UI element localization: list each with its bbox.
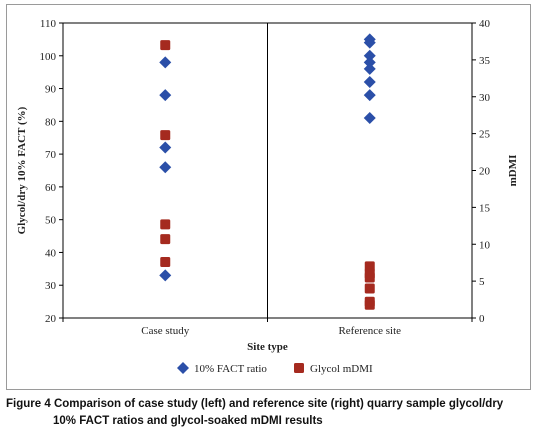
axes: 20 30 40 50 60 70 80 90 100 110 0 5 10 15 20 25 30 35 40 Ca… <box>16 18 519 353</box>
fact-ratio-point <box>363 112 376 125</box>
y-right-tick-label: 15 <box>479 202 491 214</box>
legend: 10% FACT ratio Glycol mDMI <box>177 362 373 375</box>
plot-area <box>62 22 473 319</box>
y-left-axis-title: Glycol/dry 10% FACT (%) <box>16 106 28 234</box>
glycol-mdmi-point <box>160 256 171 267</box>
y-left-tick-label: 20 <box>45 313 57 325</box>
glycol-mdmi-point <box>160 219 171 230</box>
glycol-mdmi-point <box>160 234 171 245</box>
glycol-mdmi-point <box>364 299 375 310</box>
y-left-tick-label: 50 <box>45 215 57 227</box>
fact-ratio-point <box>363 89 376 102</box>
y-right-tick-label: 25 <box>479 129 491 141</box>
y-left-tick-label: 70 <box>45 149 57 161</box>
y-right-tick-label: 5 <box>479 276 485 288</box>
glycol-mdmi-point <box>160 40 171 51</box>
y-right-tick-label: 20 <box>479 166 491 178</box>
fact-ratio-point <box>159 89 172 102</box>
y-left-tick-label: 60 <box>45 182 57 194</box>
fact-ratio-point <box>159 161 172 174</box>
chart-marks <box>159 33 376 310</box>
y-right-axis-title: mDMI <box>507 155 519 187</box>
fact-ratio-point <box>363 62 376 75</box>
figure-caption: Figure 4 Comparison of case study (left)… <box>6 396 531 430</box>
caption-label: Figure 4 <box>6 398 51 410</box>
chart: 20 30 40 50 60 70 80 90 100 110 0 5 10 15 20 25 30 35 40 Ca… <box>16 18 519 375</box>
y-left-tick-label: 80 <box>45 116 57 128</box>
legend-label: 10% FACT ratio <box>194 363 267 375</box>
glycol-mdmi-point <box>160 130 171 141</box>
x-tick-label: Reference site <box>338 325 401 337</box>
y-right-tick-label: 0 <box>479 313 485 325</box>
fact-ratio-point <box>159 269 172 282</box>
glycol-mdmi-point <box>364 283 375 294</box>
y-left-tick-label: 30 <box>45 280 57 292</box>
fact-ratio-point <box>159 141 172 154</box>
caption-line-2: 10% FACT ratios and glycol-soaked mDMI r… <box>53 415 323 427</box>
fact-ratio-point <box>363 76 376 88</box>
fact-ratio-point <box>159 56 172 69</box>
fact-ratio-point <box>363 49 376 62</box>
y-right-tick-label: 30 <box>479 92 491 104</box>
y-right-tick-label: 10 <box>479 239 491 251</box>
figure-frame: 20 30 40 50 60 70 80 90 100 110 0 5 10 15 20 25 30 35 40 Ca… <box>6 4 531 390</box>
fact-ratio-point <box>363 56 376 69</box>
legend-label: Glycol mDMI <box>310 363 373 375</box>
legend-marker-fact-ratio <box>177 362 189 374</box>
x-tick-label: Case study <box>141 325 189 337</box>
y-left-tick-label: 40 <box>45 247 57 259</box>
y-left-tick-label: 110 <box>40 18 57 30</box>
y-right-tick-label: 40 <box>479 18 491 30</box>
y-right-tick-label: 35 <box>479 55 491 67</box>
fact-ratio-point <box>363 36 376 49</box>
y-left-tick-label: 100 <box>40 51 57 63</box>
legend-marker-glycol-mdmi <box>294 363 304 373</box>
caption-line-1: Comparison of case study (left) and refe… <box>53 398 504 410</box>
y-left-tick-label: 90 <box>45 84 57 96</box>
x-axis-title: Site type <box>247 341 288 353</box>
glycol-mdmi-point <box>364 272 375 283</box>
